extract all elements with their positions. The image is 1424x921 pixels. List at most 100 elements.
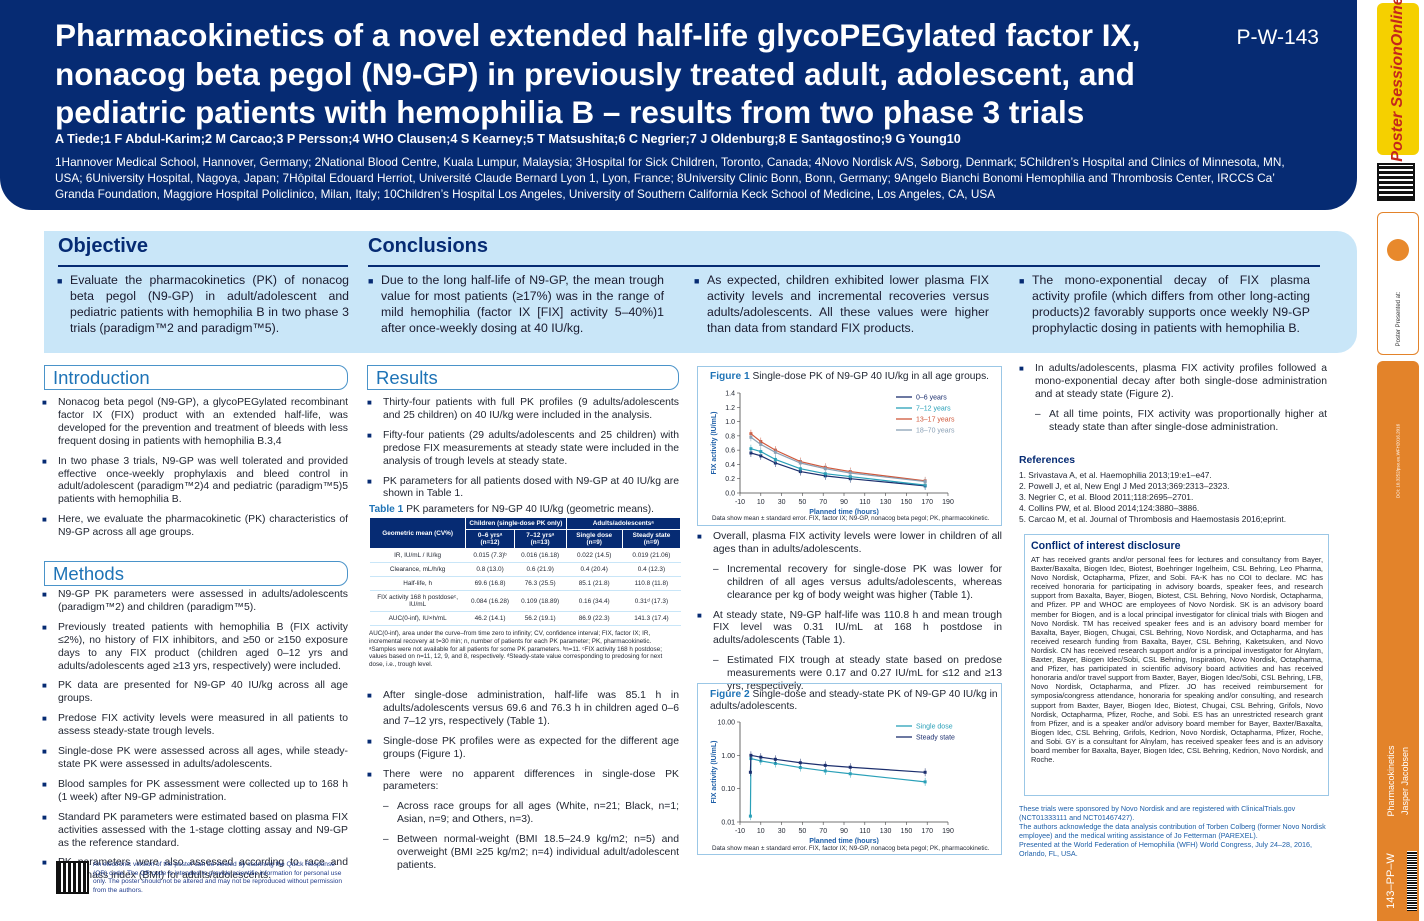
table-row: Clearance, mL/h/kg 0.8 (13.0) 0.6 (21.9) 0.… bbox=[369, 562, 681, 577]
barcode-icon bbox=[1407, 851, 1417, 911]
y-tick-label: 1.00 bbox=[721, 753, 735, 760]
list-item: Across race groups for all ages (White, … bbox=[367, 801, 679, 827]
list-item: Thirty-four patients with full PK profil… bbox=[367, 397, 679, 423]
series-line-3 bbox=[750, 433, 926, 482]
table-cell: FIX activity 168 h postdoseᶜ, IU/mL bbox=[369, 590, 466, 612]
y-tick-label: 0.10 bbox=[721, 786, 735, 793]
x-tick-label: 50 bbox=[799, 828, 807, 835]
table-cell: Half-life, h bbox=[369, 576, 466, 591]
x-tick-label: 110 bbox=[859, 828, 870, 835]
table-cell: 0.016 (16.18) bbox=[514, 548, 567, 563]
coi-text: AT has received grants and/or personal f… bbox=[1031, 555, 1323, 765]
y-axis-label: FIX activity (IU/mL) bbox=[711, 740, 718, 803]
x-tick-label: 10 bbox=[757, 499, 765, 506]
figure2-label: Figure 2 bbox=[710, 689, 750, 700]
x-tick-label: 130 bbox=[880, 499, 892, 506]
x-tick-label: 90 bbox=[840, 828, 848, 835]
affiliation-list: 1Hannover Medical School, Hannover, Germ… bbox=[55, 155, 1285, 201]
objective-text: Evaluate the pharmacokinetics (PK) of no… bbox=[57, 272, 349, 336]
table-cell: 0.16 (34.4) bbox=[566, 590, 623, 612]
conclusion-item: Due to the long half-life of N9-GP, the … bbox=[368, 272, 664, 336]
table-header: Steady state (n=9) bbox=[621, 529, 682, 549]
conclusions-rule bbox=[368, 265, 1320, 267]
x-tick-label: 190 bbox=[942, 828, 954, 835]
author-list: A Tiede;1 F Abdul-Karim;2 M Carcao;3 P P… bbox=[55, 132, 961, 146]
results-list-3: Overall, plasma FIX activity levels were… bbox=[697, 531, 1002, 701]
table-cell: 0.015 (7.3)ᵇ bbox=[465, 548, 515, 563]
qr-note: An electronic version of the poster can … bbox=[93, 861, 343, 894]
x-tick-label: 10 bbox=[757, 828, 765, 835]
reference-item: 2. Powell J, et al, New Engl J Med 2013;… bbox=[1019, 481, 1230, 491]
poster: Pharmacokinetics of a novel extended hal… bbox=[0, 0, 1370, 921]
table-1: Geometric mean (CV%) Children (single-do… bbox=[368, 517, 682, 626]
results-list-2: After single-dose administration, half-l… bbox=[367, 690, 679, 880]
table1-note: AUC(0-inf), area under the curve–from ti… bbox=[369, 630, 663, 669]
table-cell: 0.4 (20.4) bbox=[566, 562, 623, 577]
table-row: IR, IU/mL / IU/kg 0.015 (7.3)ᵇ 0.016 (16.1… bbox=[369, 548, 681, 563]
brand-tab[interactable]: Poster SessionOnline bbox=[1377, 0, 1419, 162]
results-heading: Results bbox=[376, 367, 438, 388]
table-cell: 0.4 (12.3) bbox=[622, 562, 681, 577]
table-header: Single dose (n=9) bbox=[565, 529, 623, 549]
list-item: At all time points, FIX activity was pro… bbox=[1019, 409, 1327, 435]
x-tick-label: 70 bbox=[819, 499, 827, 506]
x-tick-label: 30 bbox=[778, 499, 786, 506]
table-row: Half-life, h 69.6 (16.8) 76.3 (25.5) 85.1 (… bbox=[369, 576, 681, 591]
x-tick-label: 190 bbox=[942, 499, 954, 506]
list-item: PK parameters for all patients dosed wit… bbox=[367, 476, 679, 502]
legend-label: Steady state bbox=[916, 735, 955, 742]
objective-rule bbox=[58, 265, 348, 267]
table-cell: 0.019 (21.06) bbox=[622, 548, 681, 563]
list-item: Single-dose PK were assessed across all … bbox=[42, 746, 348, 772]
results-list-4: In adults/adolescents, plasma FIX activi… bbox=[1019, 363, 1327, 442]
figure2-caption: Figure 2 Single-dose and steady-state PK… bbox=[710, 689, 1000, 713]
y-tick-label: 10.00 bbox=[717, 720, 735, 727]
series-line-2 bbox=[750, 448, 926, 486]
list-item: Single-dose PK profiles were as expected… bbox=[367, 736, 679, 762]
table-cell: 76.3 (25.5) bbox=[514, 576, 567, 591]
legend-label: Single dose bbox=[916, 724, 953, 731]
reference-item: 3. Negrier C, et al. Blood 2011;118:2695… bbox=[1019, 492, 1194, 502]
table-cell: IR, IU/mL / IU/kg bbox=[369, 548, 466, 563]
series-line-1 bbox=[749, 757, 926, 817]
topic-tab: DOI: 10.3252/pso.eu.WFH2016.2016 Pharmac… bbox=[1377, 361, 1419, 921]
figure-2-chart: 0.01 0.10 1.00 10.00 -10 10 30 50 70 90 110 130 150 1… bbox=[711, 720, 955, 845]
legend-label: 0–6 years bbox=[916, 395, 947, 402]
y-tick-label: 1.0 bbox=[725, 419, 735, 426]
table-header: Children (single-dose PK only) bbox=[465, 517, 567, 530]
figure2-caption-text: Single-dose and steady-state PK of N9-GP… bbox=[710, 689, 998, 712]
series-line-2 bbox=[749, 754, 926, 773]
figure2-note: Data show mean ± standard error. FIX, fa… bbox=[712, 845, 990, 852]
x-tick-label: 130 bbox=[880, 828, 892, 835]
list-item: Overall, plasma FIX activity levels were… bbox=[697, 531, 1002, 557]
presented-at-box: Poster Presented at: bbox=[1377, 212, 1419, 355]
table-cell: 0.6 (21.9) bbox=[514, 562, 567, 577]
sidebar-qr-icon[interactable] bbox=[1377, 163, 1415, 201]
table-cell: 141.3 (17.4) bbox=[622, 611, 681, 626]
doi-label: DOI: 10.3252/pso.eu.WFH2016.2016 bbox=[1395, 423, 1401, 499]
brand-logo: Poster SessionOnline bbox=[1389, 0, 1406, 162]
footer-acknowledgements: These trials were sponsored by Novo Nord… bbox=[1019, 804, 1326, 858]
figure1-label: Figure 1 bbox=[710, 371, 750, 382]
introduction-header: Introduction bbox=[44, 365, 348, 390]
table-cell: 46.2 (14.1) bbox=[465, 611, 515, 626]
results-header: Results bbox=[367, 365, 679, 390]
presented-at-label: Poster Presented at: bbox=[1396, 291, 1402, 347]
qr-code-icon[interactable] bbox=[56, 861, 89, 894]
x-tick-label: 50 bbox=[799, 499, 807, 506]
methods-list: N9-GP PK parameters were assessed in adu… bbox=[42, 589, 348, 890]
table-cell: 0.31ᵈ (17.3) bbox=[622, 590, 681, 612]
reference-item: 4. Collins PW, et al. Blood 2014;124:388… bbox=[1019, 503, 1200, 513]
table-row: AUC(0-inf), IU×h/mL 46.2 (14.1) 56.2 (19.1… bbox=[369, 611, 681, 626]
coi-heading: Conflict of interest disclosure bbox=[1031, 540, 1181, 552]
x-tick-label: 110 bbox=[859, 499, 870, 506]
figure-1-box: Figure 1 Single-dose PK of N9-GP 40 IU/k… bbox=[697, 366, 1002, 526]
y-tick-label: 1.4 bbox=[725, 391, 735, 398]
poster-id: P-W-143 bbox=[1236, 26, 1319, 49]
y-tick-label: 0.4 bbox=[725, 462, 735, 469]
list-item: There were no apparent differences in si… bbox=[367, 769, 679, 795]
methods-heading: Methods bbox=[53, 563, 124, 584]
poster-sidebar: Poster SessionOnline Poster Presented at… bbox=[1372, 0, 1424, 921]
references-heading: References bbox=[1019, 455, 1076, 466]
sidebar-author: Jasper Jacobsen bbox=[1400, 746, 1410, 816]
